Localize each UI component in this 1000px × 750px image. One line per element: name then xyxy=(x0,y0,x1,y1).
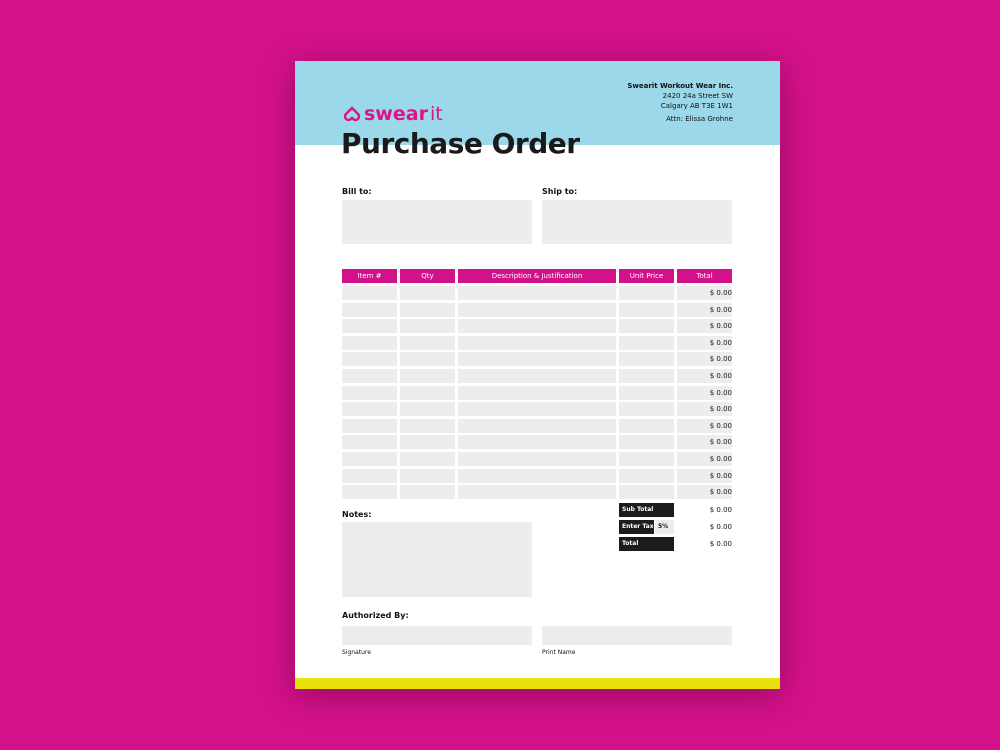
table-cell[interactable] xyxy=(619,468,674,483)
row-total: $ 0.00 xyxy=(677,319,732,334)
row-total: $ 0.00 xyxy=(677,385,732,400)
ship-to-field[interactable] xyxy=(542,200,732,244)
subtotal-label: Sub Total xyxy=(619,503,674,517)
tax-label: Enter Tax xyxy=(619,520,654,534)
tax-value: $ 0.00 xyxy=(709,523,732,531)
table-cell[interactable] xyxy=(342,352,397,367)
row-total: $ 0.00 xyxy=(677,302,732,317)
table-cell[interactable] xyxy=(400,286,455,300)
table-cell[interactable] xyxy=(458,286,616,300)
table-cell[interactable] xyxy=(400,352,455,367)
row-total: $ 0.00 xyxy=(677,335,732,350)
table-cell[interactable] xyxy=(400,485,455,500)
table-cell[interactable] xyxy=(400,319,455,334)
table-cell[interactable] xyxy=(400,385,455,400)
row-total: $ 0.00 xyxy=(677,418,732,433)
table-cell[interactable] xyxy=(342,485,397,500)
row-total: $ 0.00 xyxy=(677,468,732,483)
table-cell[interactable] xyxy=(342,418,397,433)
table-cell[interactable] xyxy=(400,435,455,450)
table-cell[interactable] xyxy=(458,485,616,500)
table-cell[interactable] xyxy=(342,302,397,317)
table-cell[interactable] xyxy=(619,485,674,500)
authorized-label: Authorized By: xyxy=(342,611,409,620)
bill-to-label: Bill to: xyxy=(342,187,372,196)
table-cell[interactable] xyxy=(342,335,397,350)
table-cell[interactable] xyxy=(619,352,674,367)
total-label: Total xyxy=(619,537,674,551)
table-cell[interactable] xyxy=(619,369,674,383)
table-cell[interactable] xyxy=(458,435,616,450)
row-total: $ 0.00 xyxy=(677,485,732,500)
table-cell[interactable] xyxy=(458,335,616,350)
table-cell[interactable] xyxy=(458,319,616,334)
notes-field[interactable] xyxy=(342,522,532,597)
table-cell[interactable] xyxy=(342,319,397,334)
column-header: Item # xyxy=(342,269,397,283)
table-cell[interactable] xyxy=(619,435,674,450)
table-cell[interactable] xyxy=(619,302,674,317)
column-header: Total xyxy=(677,269,732,283)
table-cell[interactable] xyxy=(458,302,616,317)
signature-field[interactable] xyxy=(342,626,532,645)
table-cell[interactable] xyxy=(400,402,455,417)
header-band xyxy=(295,61,780,145)
table-cell[interactable] xyxy=(619,418,674,433)
table-cell[interactable] xyxy=(458,369,616,383)
column-header: Unit Price xyxy=(619,269,674,283)
brand-logo: swear it xyxy=(342,103,443,125)
table-cell[interactable] xyxy=(619,402,674,417)
company-address: Swearit Workout Wear Inc. 2420 24a Stree… xyxy=(627,82,733,123)
row-total: $ 0.00 xyxy=(677,286,732,300)
swearit-logo-icon xyxy=(343,106,361,122)
table-cell[interactable] xyxy=(458,452,616,466)
table-cell[interactable] xyxy=(342,435,397,450)
notes-label: Notes: xyxy=(342,510,372,519)
table-cell[interactable] xyxy=(342,385,397,400)
subtotal-value: $ 0.00 xyxy=(709,506,732,514)
table-cell[interactable] xyxy=(619,452,674,466)
footer-band xyxy=(295,678,780,689)
row-total: $ 0.00 xyxy=(677,452,732,466)
table-cell[interactable] xyxy=(342,369,397,383)
table-cell[interactable] xyxy=(458,402,616,417)
table-cell[interactable] xyxy=(619,385,674,400)
row-total: $ 0.00 xyxy=(677,435,732,450)
column-header: Qty xyxy=(400,269,455,283)
table-cell[interactable] xyxy=(400,418,455,433)
table-cell[interactable] xyxy=(458,385,616,400)
table-cell[interactable] xyxy=(342,452,397,466)
page-title: Purchase Order xyxy=(341,127,580,160)
ship-to-label: Ship to: xyxy=(542,187,578,196)
table-cell[interactable] xyxy=(342,402,397,417)
signature-label: Signature xyxy=(342,649,371,656)
table-cell[interactable] xyxy=(619,286,674,300)
table-cell[interactable] xyxy=(400,335,455,350)
print-name-field[interactable] xyxy=(542,626,732,645)
bill-to-field[interactable] xyxy=(342,200,532,244)
row-total: $ 0.00 xyxy=(677,369,732,383)
tax-rate-field[interactable]: 5% xyxy=(655,520,674,534)
table-cell[interactable] xyxy=(619,319,674,334)
table-cell[interactable] xyxy=(342,468,397,483)
table-cell[interactable] xyxy=(400,302,455,317)
row-total: $ 0.00 xyxy=(677,352,732,367)
table-cell[interactable] xyxy=(619,335,674,350)
table-cell[interactable] xyxy=(458,468,616,483)
table-cell[interactable] xyxy=(342,286,397,300)
column-header: Description & Justification xyxy=(458,269,616,283)
total-value: $ 0.00 xyxy=(709,540,732,548)
purchase-order-page: swear it Purchase Order Swearit Workout W… xyxy=(295,61,780,689)
row-total: $ 0.00 xyxy=(677,402,732,417)
print-name-label: Print Name xyxy=(542,649,576,656)
table-cell[interactable] xyxy=(400,452,455,466)
table-cell[interactable] xyxy=(458,418,616,433)
table-cell[interactable] xyxy=(400,468,455,483)
table-cell[interactable] xyxy=(400,369,455,383)
table-cell[interactable] xyxy=(458,352,616,367)
